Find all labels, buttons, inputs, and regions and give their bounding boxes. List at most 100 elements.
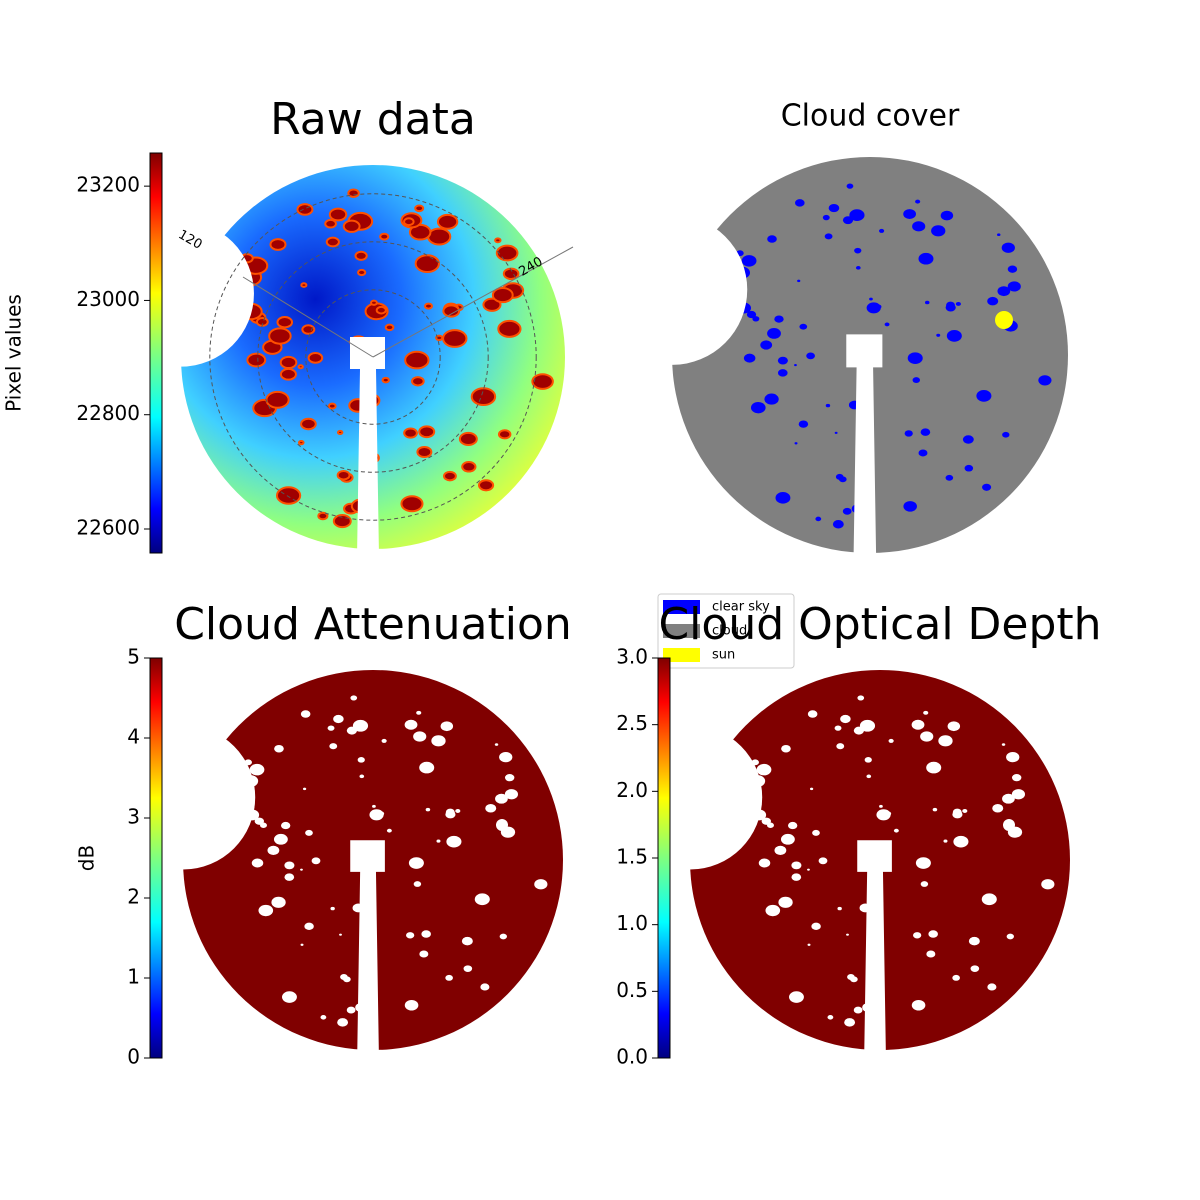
colorbar-label: dB	[75, 845, 99, 871]
clear-sky-patch	[1006, 751, 1020, 763]
clear-sky-patch	[952, 810, 963, 819]
clear-sky-patch	[421, 930, 431, 938]
clear-sky-patch	[842, 507, 852, 515]
clear-sky-patch	[311, 857, 321, 865]
clear-sky-patch	[220, 809, 236, 822]
clear-sky-patch	[918, 252, 934, 265]
clear-sky-patch	[746, 310, 757, 319]
clear-sky-patch	[333, 714, 344, 724]
colorbar-tick-label: 2.0	[616, 778, 648, 802]
clear-sky-patch	[404, 999, 419, 1011]
clear-sky-patch	[340, 973, 348, 980]
clear-sky-patch	[474, 893, 490, 906]
clear-sky-patch	[480, 983, 490, 991]
colorbar-tick-label: 23200	[76, 173, 140, 197]
clear-sky-patch	[764, 393, 779, 405]
sun	[995, 311, 1013, 329]
clear-sky-patch	[836, 743, 845, 750]
colorbar-tick-label: 5	[127, 645, 140, 669]
clear-sky-patch	[780, 833, 795, 845]
cloud-blob	[477, 479, 495, 492]
cloud-blob	[427, 227, 452, 246]
clear-sky-patch	[258, 904, 274, 917]
clear-sky-patch	[992, 804, 1004, 813]
cloud-blob	[327, 402, 337, 410]
clear-sky-patch	[794, 442, 798, 445]
clear-sky-patch	[968, 936, 980, 946]
cloud-blob	[370, 299, 378, 306]
clear-sky-patch	[781, 744, 791, 753]
clear-sky-patch	[413, 731, 427, 742]
clear-sky-patch	[778, 896, 793, 908]
cloud-blob	[442, 329, 468, 348]
clear-sky-patch	[807, 868, 810, 871]
clear-sky-patch	[903, 501, 917, 512]
clear-sky-patch	[359, 774, 365, 779]
clear-sky-patch	[837, 906, 842, 911]
clear-sky-patch	[920, 428, 931, 436]
clear-sky-patch	[835, 473, 844, 480]
clear-sky-patch	[834, 431, 838, 434]
clear-sky-patch	[834, 725, 842, 731]
cloud-blob	[336, 429, 344, 436]
colorbar-tick-label: 22800	[76, 401, 140, 425]
clear-sky-patch	[884, 322, 890, 327]
colorbar-tick-label: 1	[127, 965, 140, 989]
clear-sky-patch	[825, 403, 831, 408]
colorbar-tick-label: 0	[127, 1045, 140, 1069]
clear-sky-patch	[915, 857, 931, 869]
clear-sky-patch	[346, 1006, 356, 1014]
clear-sky-patch	[259, 822, 267, 828]
clear-sky-patch	[267, 845, 280, 856]
clear-sky-patch	[976, 390, 992, 402]
clear-sky-patch	[381, 738, 387, 743]
cloud-blob	[418, 425, 436, 439]
panel: Cloud Optical Depth 0.0 0.5 1.0 1.5 2.0 2.5 3.0	[616, 599, 1101, 1069]
cloud-blob	[204, 275, 227, 293]
clear-sky-patch	[987, 296, 999, 306]
camera-arm	[350, 840, 385, 1058]
clear-sky-patch	[736, 250, 744, 257]
clear-sky-patch	[282, 991, 297, 1003]
clear-sky-patch	[855, 266, 861, 270]
clear-sky-patch	[1001, 743, 1006, 746]
clear-sky-patch	[741, 255, 757, 267]
clear-sky-patch	[913, 932, 922, 939]
cloud-blob	[494, 237, 502, 244]
clear-sky-patch	[378, 811, 385, 816]
clear-sky-patch	[1007, 281, 1021, 292]
clear-sky-patch	[242, 775, 259, 787]
cloud-blob	[384, 323, 395, 332]
cloud-blob	[423, 302, 434, 310]
clear-sky-patch	[406, 932, 415, 939]
clear-sky-patch	[864, 757, 872, 763]
cloud-blob	[436, 213, 459, 230]
cloud-blob	[403, 427, 418, 439]
cloud-blob	[276, 315, 294, 329]
clear-sky-patch	[737, 302, 752, 314]
clear-sky-patch	[945, 303, 956, 312]
clear-sky-patch	[879, 228, 885, 233]
clear-sky-patch	[798, 420, 809, 428]
clear-sky-patch	[815, 516, 822, 522]
clear-sky-patch	[346, 726, 357, 735]
clear-sky-patch	[445, 810, 456, 819]
clear-sky-patch	[408, 857, 424, 869]
clear-sky-patch	[711, 296, 720, 303]
clear-sky-patch	[320, 1015, 327, 1020]
clear-sky-patch	[706, 322, 715, 330]
clear-sky-patch	[337, 1018, 349, 1027]
clear-sky-patch	[445, 974, 453, 981]
cloud-blob	[246, 352, 267, 368]
cloud-blob	[265, 390, 290, 409]
clear-sky-patch	[787, 821, 798, 830]
clear-sky-patch	[463, 965, 473, 972]
polar-ring	[209, 193, 537, 521]
camera-arm	[350, 337, 385, 557]
cloud-blob	[275, 486, 302, 505]
legend-swatch	[663, 624, 700, 638]
clear-sky-patch	[386, 828, 392, 833]
clear-sky-patch	[811, 922, 821, 931]
clear-sky-patch	[806, 352, 815, 360]
clear-sky-patch	[777, 356, 788, 365]
